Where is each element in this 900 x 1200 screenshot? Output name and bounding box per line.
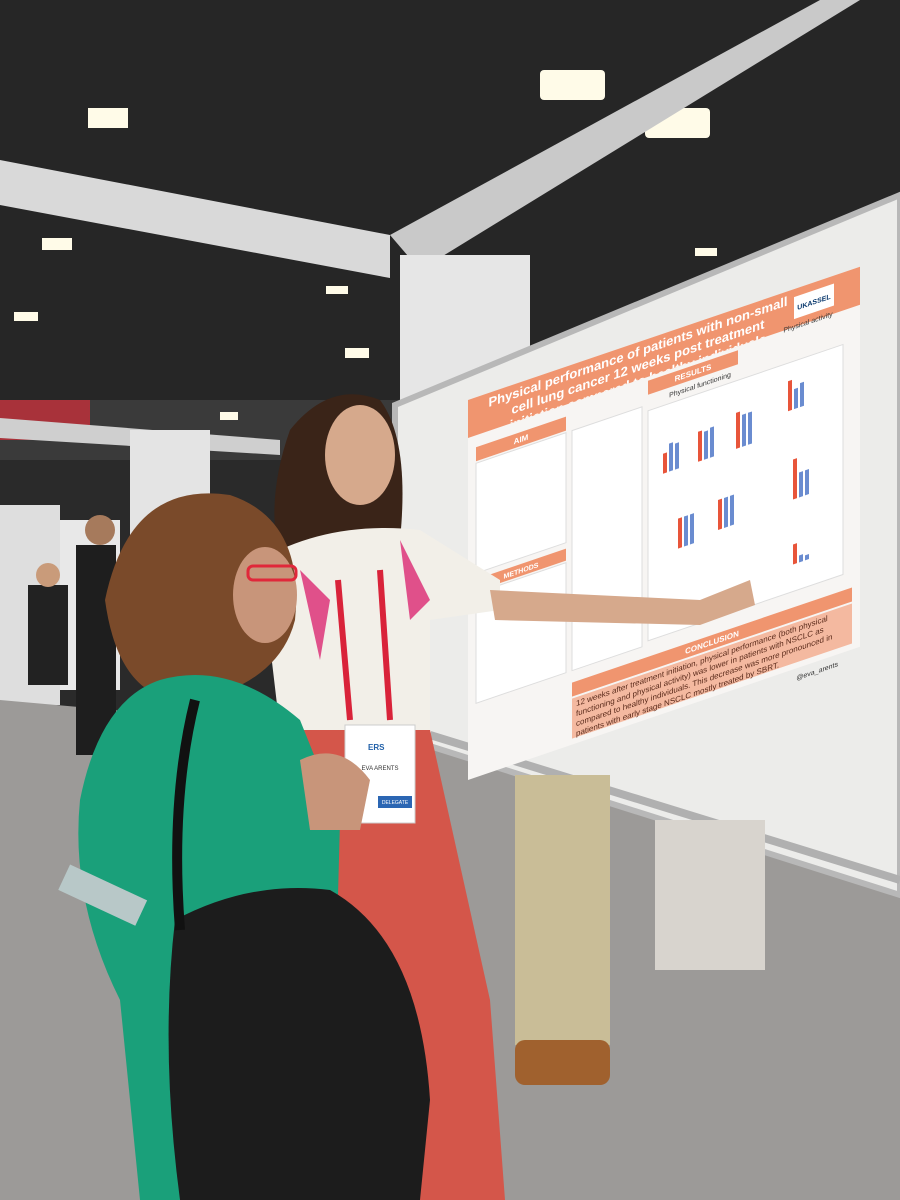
background-people [28,515,765,1085]
bar-graphic [730,494,734,526]
hand [300,753,370,830]
bar-graphic [793,458,797,500]
bar-graphic [794,387,798,410]
logo-box [794,283,834,320]
light [220,412,238,420]
aim-panel [475,432,567,574]
blouse-print [300,540,430,660]
light [695,248,717,256]
visitor [58,493,431,1200]
bar-graphic [663,452,667,474]
light [540,70,605,100]
face [233,547,297,643]
hair [105,493,297,701]
trousers [300,730,505,1200]
bar-graphic [690,513,694,545]
light [326,286,348,294]
bar-graphic [748,411,752,445]
bar-graphic [799,471,803,498]
bar-graphic [704,430,708,460]
badge-role-bar [378,796,412,808]
bar-graphic [793,543,797,565]
section-header [572,587,852,697]
person-legs [515,775,610,1045]
bar-graphic [710,426,714,458]
poster-header [468,266,860,438]
lanyard [335,569,393,721]
bar-graphic [718,498,722,530]
bag-strap [172,698,200,931]
person-head [36,563,60,587]
badge-name: EVA ARENTS [362,766,399,772]
badge-org: ERS [368,743,385,752]
conclusion-panel [572,603,852,739]
handbag [168,888,431,1200]
poster-tube [58,864,148,926]
face [325,405,395,505]
bar-graphic [724,496,728,528]
arm [490,580,755,625]
light [88,108,128,128]
person [76,545,116,755]
section-header [476,416,566,462]
person [28,585,68,685]
bar-graphic [788,379,792,412]
bar-graphic [805,554,809,561]
bar-graphic [678,517,682,549]
light [42,238,72,250]
poster: Physical performance of patients with no… [468,266,860,780]
bar-graphic [684,515,688,547]
bar-graphic [675,442,679,470]
bar-graphic [800,381,804,408]
truss [390,0,860,270]
bar-graphic [805,469,809,496]
bar-graphic [736,411,740,449]
bar-graphic [669,442,673,472]
person-head [85,515,115,545]
shoes [515,1040,610,1085]
bar-graphic [799,554,803,563]
section-header [648,350,738,395]
glasses [246,564,298,582]
bar-graphic [742,413,746,447]
light [345,348,369,358]
badge-role: DELEGATE [382,800,409,806]
bar-graphic [698,430,702,462]
person-legs [655,820,765,970]
table-panel [571,406,643,672]
result-bars [663,379,809,565]
light [14,312,38,321]
truss [0,160,390,278]
blouse [260,528,500,730]
